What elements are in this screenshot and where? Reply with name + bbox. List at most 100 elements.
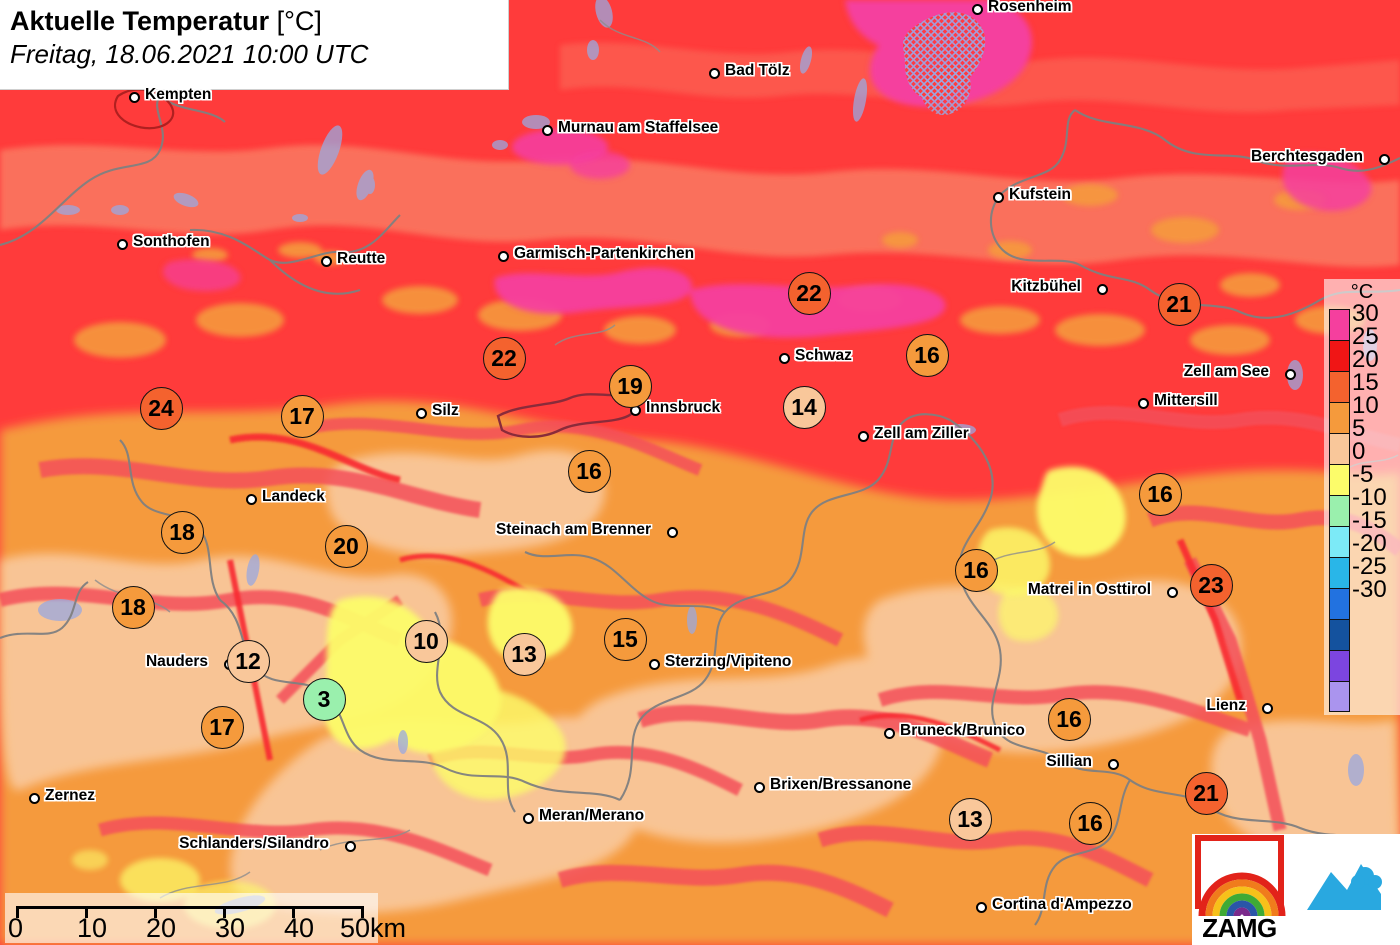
- city-dot-icon: [1285, 369, 1296, 380]
- legend-tick-label: 25: [1352, 323, 1379, 350]
- scale-tick-label: 20: [146, 913, 177, 943]
- city-dot-icon: [1138, 398, 1149, 409]
- city-dot-icon: [972, 4, 983, 15]
- station-temperature-bubble[interactable]: 16: [1047, 697, 1091, 741]
- legend-tick-label: -20: [1352, 530, 1387, 557]
- city-label: Schlanders/Silandro: [179, 835, 329, 852]
- city-dot-icon: [246, 494, 257, 505]
- scale-bar-line: [17, 906, 362, 909]
- legend-tick-label: 20: [1352, 346, 1379, 373]
- legend-swatch: [1329, 495, 1350, 526]
- legend-swatch: [1329, 650, 1350, 681]
- city-label: Lienz: [1206, 697, 1246, 714]
- city-label: Murnau am Staffelsee: [558, 119, 719, 136]
- city-label: Meran/Merano: [539, 807, 645, 824]
- station-temperature-bubble[interactable]: 13: [948, 797, 992, 841]
- station-temperature-bubble[interactable]: 16: [1068, 801, 1112, 845]
- legend-swatch: [1329, 433, 1350, 464]
- station-temperature-bubble[interactable]: 22: [482, 336, 526, 380]
- city-dot-icon: [754, 782, 765, 793]
- city-label: Landeck: [262, 488, 325, 505]
- city-dot-icon: [1379, 154, 1390, 165]
- legend-swatch: [1329, 371, 1350, 402]
- page-title: Aktuelle Temperatur [°C]: [10, 4, 498, 38]
- city-dot-icon: [1167, 587, 1178, 598]
- title-timestamp: Freitag, 18.06.2021 10:00 UTC: [10, 39, 369, 69]
- station-temperature-bubble[interactable]: 12: [226, 639, 270, 683]
- title-unit: [°C]: [276, 6, 322, 36]
- city-label: Steinach am Brenner: [495, 521, 651, 538]
- city-label: Sterzing/Vipiteno: [665, 653, 792, 670]
- legend-color-bar: [1329, 309, 1350, 712]
- city-label: Brixen/Bressanone: [770, 776, 912, 793]
- station-temperature-bubble[interactable]: 24: [139, 386, 183, 430]
- city-dot-icon: [1262, 703, 1273, 714]
- city-label: Innsbruck: [646, 399, 721, 416]
- legend-tick-labels: 30 25 20 15 10 5 0 -5 -10 -15 -20 -25 -30: [1352, 301, 1387, 608]
- city-dot-icon: [129, 92, 140, 103]
- station-temperature-bubble[interactable]: 18: [160, 510, 204, 554]
- city-dot-icon: [649, 659, 660, 670]
- station-temperature-bubble[interactable]: 23: [1189, 563, 1233, 607]
- station-temperature-bubble[interactable]: 13: [502, 632, 546, 676]
- scale-tick-label: 40: [284, 913, 315, 943]
- city-dot-icon: [976, 902, 987, 913]
- legend-tick-label: -30: [1352, 576, 1387, 603]
- city-dot-icon: [498, 251, 509, 262]
- station-temperature-bubble[interactable]: 22: [787, 271, 831, 315]
- legend-tick-label: -15: [1352, 507, 1387, 534]
- city-dot-icon: [993, 192, 1004, 203]
- city-dot-icon: [858, 431, 869, 442]
- legend-swatch: [1329, 402, 1350, 433]
- zamg-rainbow-logo: ZAMG: [1192, 834, 1287, 945]
- city-dot-icon: [321, 256, 332, 267]
- legend-tick-label: -25: [1352, 553, 1387, 580]
- scale-tick-label: 10: [77, 913, 108, 943]
- station-temperature-bubble[interactable]: 10: [404, 619, 448, 663]
- logo-bar: ZAMG: [1192, 834, 1400, 945]
- legend-tick-label: 0: [1352, 438, 1366, 465]
- city-label: Sonthofen: [133, 233, 210, 250]
- city-label: Zell am Ziller: [874, 425, 969, 442]
- city-label: Garmisch-Partenkirchen: [514, 245, 695, 262]
- zamg-logo-text: ZAMG: [1202, 913, 1277, 943]
- station-temperature-bubble[interactable]: 16: [905, 333, 949, 377]
- station-temperature-bubble[interactable]: 19: [608, 364, 652, 408]
- station-temperature-bubble[interactable]: 21: [1157, 282, 1201, 326]
- city-dot-icon: [779, 353, 790, 364]
- city-dot-icon: [542, 125, 553, 136]
- geosphere-mountain-logo: [1287, 834, 1400, 945]
- city-dot-icon: [345, 841, 356, 852]
- legend-tick-label: 15: [1352, 369, 1379, 396]
- legend-tick-label: 5: [1352, 415, 1366, 442]
- city-dot-icon: [667, 527, 678, 538]
- legend-tick-label: -5: [1352, 461, 1374, 488]
- station-temperature-bubble[interactable]: 17: [280, 394, 324, 438]
- station-temperature-bubble[interactable]: 3: [302, 677, 346, 721]
- scale-tick: [16, 906, 19, 918]
- scale-tick-label: 50km: [340, 913, 407, 943]
- station-temperature-bubble[interactable]: 16: [1138, 472, 1182, 516]
- station-temperature-bubble[interactable]: 21: [1184, 771, 1228, 815]
- station-temperature-bubble[interactable]: 15: [603, 617, 647, 661]
- city-label: Matrei in Osttirol: [1027, 581, 1151, 598]
- city-label: Cortina d'Ampezzo: [992, 896, 1132, 913]
- station-temperature-bubble[interactable]: 17: [200, 705, 244, 749]
- station-temperature-bubble[interactable]: 16: [567, 449, 611, 493]
- station-temperature-bubble[interactable]: 18: [111, 585, 155, 629]
- city-label: Bad Tölz: [725, 62, 790, 79]
- city-label: Mittersill: [1154, 392, 1218, 409]
- station-temperature-bubble[interactable]: 14: [782, 385, 826, 429]
- scale-tick: [154, 906, 157, 918]
- scale-tick: [292, 906, 295, 918]
- scale-tick: [361, 906, 364, 918]
- legend-tick-label: -10: [1352, 484, 1387, 511]
- station-temperature-bubble[interactable]: 16: [954, 548, 998, 592]
- legend-swatch: [1329, 340, 1350, 371]
- city-label: Sillian: [1046, 753, 1092, 770]
- city-label: Kufstein: [1009, 186, 1071, 203]
- city-label: Reutte: [337, 250, 386, 267]
- legend-swatch: [1329, 681, 1350, 712]
- station-temperature-bubble[interactable]: 20: [324, 524, 368, 568]
